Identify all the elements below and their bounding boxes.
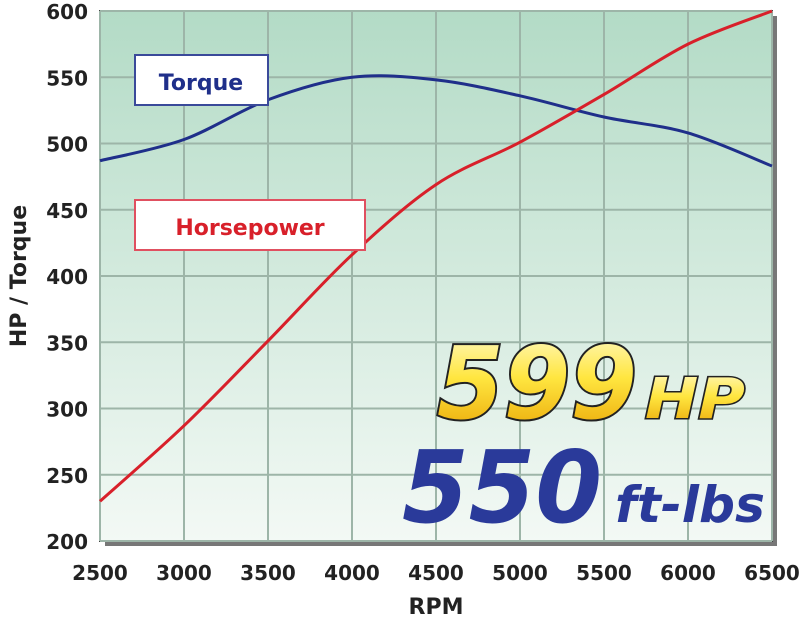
y-axis-label: HP / Torque: [7, 205, 32, 347]
y-tick-label: 600: [46, 0, 88, 24]
torque-unit: ft-lbs: [615, 476, 765, 534]
x-tick-labels: 2500 3000 3500 4000 4500 5000 5500 6000 6500: [72, 561, 800, 585]
x-tick-label: 3500: [240, 561, 296, 585]
legend-torque-label: Torque: [159, 71, 243, 96]
y-tick-label: 450: [46, 199, 88, 223]
y-tick-label: 200: [46, 530, 88, 554]
x-tick-label: 5500: [576, 561, 632, 585]
legend-torque: Torque: [135, 55, 268, 105]
x-tick-label: 6500: [744, 561, 800, 585]
x-tick-label: 4000: [324, 561, 380, 585]
torque-value: 550: [402, 429, 602, 546]
x-tick-label: 6000: [660, 561, 716, 585]
legend-horsepower-label: Horsepower: [175, 216, 324, 241]
x-tick-label: 4500: [408, 561, 464, 585]
x-tick-label: 5000: [492, 561, 548, 585]
x-tick-label: 3000: [156, 561, 212, 585]
legend-horsepower: Horsepower: [135, 200, 365, 250]
y-tick-label: 350: [46, 331, 88, 355]
y-tick-label: 550: [46, 66, 88, 90]
y-tick-label: 300: [46, 398, 88, 422]
y-tick-labels: 200 250 300 350 400 450 500 550 600: [46, 0, 88, 554]
y-tick-label: 400: [46, 265, 88, 289]
y-tick-label: 500: [46, 133, 88, 157]
y-tick-label: 250: [46, 464, 88, 488]
x-axis-label: RPM: [409, 595, 464, 620]
hp-unit: HP: [645, 367, 745, 432]
hp-value: 599: [437, 325, 637, 442]
x-tick-label: 2500: [72, 561, 128, 585]
